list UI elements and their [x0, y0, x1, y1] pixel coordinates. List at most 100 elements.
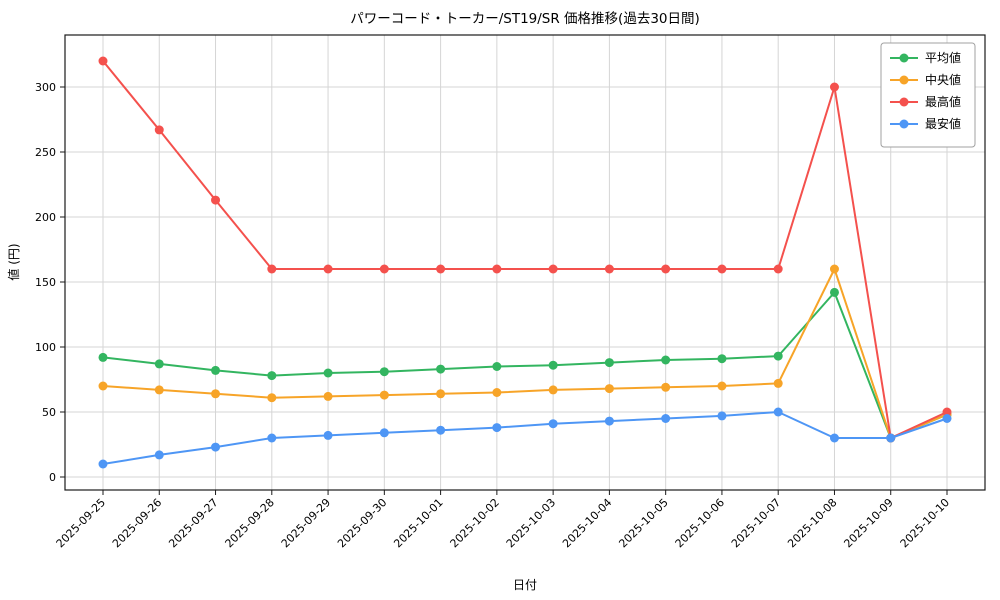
series-max-point: [154, 125, 164, 135]
y-axis-label: 値 (円): [6, 243, 21, 280]
x-tick-label: 2025-10-05: [616, 496, 670, 550]
series-min-point: [717, 411, 727, 421]
x-tick-label: 2025-09-27: [166, 496, 220, 550]
x-tick-label: 2025-10-02: [448, 496, 502, 550]
series-average-point: [717, 354, 727, 364]
series-median-point: [717, 381, 727, 391]
x-tick-label: 2025-10-01: [391, 496, 445, 550]
legend-label-max: 最高値: [925, 94, 961, 109]
series-max-point: [604, 264, 614, 274]
series-max-point: [211, 195, 221, 205]
y-tick-label: 50: [42, 406, 56, 419]
series-median-line: [102, 268, 948, 439]
legend-label-average: 平均値: [925, 50, 961, 65]
series-average-point: [773, 351, 783, 361]
series-min-point: [492, 423, 502, 433]
legend-entry-average: 平均値: [890, 50, 961, 65]
series-max-point: [267, 264, 277, 274]
series-min-line: [102, 411, 948, 465]
x-tick-label: 2025-10-08: [785, 496, 839, 550]
series-median-point: [436, 389, 446, 399]
chart-title: パワーコード・トーカー/ST19/SR 価格推移(過去30日間): [350, 11, 700, 27]
legend-entry-max: 最高値: [890, 94, 961, 109]
series-min-point: [436, 425, 446, 435]
series-max-point: [829, 82, 839, 92]
series-min-point: [661, 414, 671, 423]
series-min-point: [942, 414, 952, 423]
plot-border: [64, 34, 986, 491]
series-min-point: [773, 407, 783, 417]
series-median: [98, 264, 952, 443]
series-median-point: [211, 389, 221, 399]
series-average-point: [98, 352, 108, 362]
x-tick-label: 2025-10-04: [560, 496, 614, 550]
series-min-point: [267, 433, 277, 443]
series-min-point: [323, 430, 333, 440]
series-max-point: [942, 407, 952, 417]
series-median-point: [548, 385, 558, 395]
x-tick-label: 2025-10-03: [504, 496, 558, 550]
series-average-point: [154, 359, 164, 369]
x-tick-label: 2025-10-10: [898, 496, 952, 550]
series-min-point: [604, 416, 614, 426]
series-average-point: [829, 287, 839, 297]
x-tick-label: 2025-10-07: [729, 496, 783, 550]
x-axis-label: 日付: [513, 578, 537, 592]
series-max-point: [436, 264, 446, 274]
y-tick-label: 150: [35, 276, 56, 289]
series-average-point: [661, 355, 671, 365]
series-median-point: [154, 385, 164, 395]
x-tick-label: 2025-09-28: [223, 496, 277, 550]
legend-marker-median: [899, 75, 909, 85]
y-tick-label: 0: [49, 471, 56, 484]
legend-label-median: 中央値: [925, 72, 961, 87]
x-tick-label: 2025-10-09: [841, 496, 895, 550]
series-max-point: [717, 264, 727, 274]
series-max-point: [548, 264, 558, 274]
series-min-point: [154, 450, 164, 460]
series-min-point: [886, 433, 896, 443]
legend-marker-average: [899, 53, 909, 63]
x-tick-label: 2025-09-30: [335, 496, 389, 550]
series-median-point: [267, 393, 277, 403]
series-median-point: [829, 264, 839, 274]
series-average-point: [379, 367, 389, 377]
legend-marker-min: [899, 119, 909, 129]
x-tick-label: 2025-09-26: [110, 496, 164, 550]
series-max-point: [773, 264, 783, 274]
series-average-point: [211, 365, 221, 375]
y-tick-label: 100: [35, 341, 56, 354]
x-tick-label: 2025-09-29: [279, 496, 333, 550]
legend-entry-median: 中央値: [890, 72, 961, 87]
plot-background: [65, 35, 985, 490]
series-average-point: [604, 358, 614, 368]
series-min-point: [548, 419, 558, 429]
series-median-point: [98, 381, 108, 391]
y-tick-label: 200: [35, 211, 56, 224]
y-tick-label: 300: [35, 81, 56, 94]
series-average-point: [548, 360, 558, 370]
series-min-point: [98, 459, 108, 469]
series-average-point: [436, 364, 446, 374]
series-median-point: [323, 391, 333, 401]
series-max-point: [323, 264, 333, 274]
series-max-point: [379, 264, 389, 274]
x-tick-label: 2025-09-25: [54, 496, 108, 550]
series-max-point: [98, 56, 108, 66]
legend-marker-max: [899, 97, 909, 107]
series-average-point: [323, 368, 333, 378]
series-min-point: [211, 442, 221, 452]
series-min-point: [379, 428, 389, 438]
series-min-point: [829, 433, 839, 443]
series-median-point: [604, 384, 614, 394]
series-max: [98, 56, 952, 443]
series-median-point: [661, 382, 671, 392]
legend-entry-min: 最安値: [890, 116, 961, 131]
y-tick-label: 250: [35, 146, 56, 159]
series-max-line: [102, 60, 948, 439]
series-median-point: [773, 378, 783, 388]
series-max-point: [492, 264, 502, 274]
legend-label-min: 最安値: [925, 116, 961, 131]
